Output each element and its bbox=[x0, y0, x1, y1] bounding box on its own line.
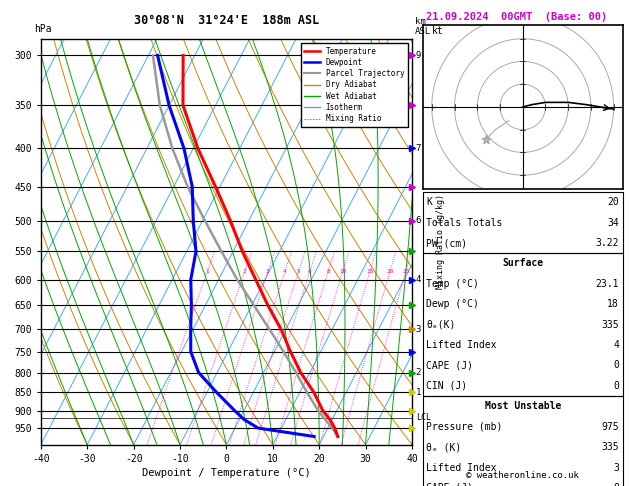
Text: 9: 9 bbox=[416, 51, 421, 60]
Text: 0: 0 bbox=[613, 381, 619, 391]
Text: 4: 4 bbox=[283, 269, 287, 274]
Text: 3: 3 bbox=[613, 463, 619, 472]
Text: 5: 5 bbox=[297, 269, 301, 274]
Text: 10: 10 bbox=[339, 269, 347, 274]
Text: θₑ (K): θₑ (K) bbox=[426, 442, 462, 452]
Text: Pressure (mb): Pressure (mb) bbox=[426, 422, 503, 432]
Text: © weatheronline.co.uk: © weatheronline.co.uk bbox=[466, 471, 579, 480]
Text: CIN (J): CIN (J) bbox=[426, 381, 467, 391]
Text: 4: 4 bbox=[416, 275, 421, 284]
Text: 30°08'N  31°24'E  188m ASL: 30°08'N 31°24'E 188m ASL bbox=[134, 14, 319, 27]
Text: 335: 335 bbox=[601, 320, 619, 330]
Text: 21.09.2024  00GMT  (Base: 00): 21.09.2024 00GMT (Base: 00) bbox=[426, 12, 607, 22]
Text: 0: 0 bbox=[613, 361, 619, 370]
Text: 3: 3 bbox=[266, 269, 270, 274]
Text: Lifted Index: Lifted Index bbox=[426, 340, 497, 350]
Legend: Temperature, Dewpoint, Parcel Trajectory, Dry Adiabat, Wet Adiabat, Isotherm, Mi: Temperature, Dewpoint, Parcel Trajectory… bbox=[301, 43, 408, 127]
Text: 2: 2 bbox=[243, 269, 247, 274]
Text: 3.22: 3.22 bbox=[596, 238, 619, 248]
Text: 15: 15 bbox=[366, 269, 374, 274]
Text: 34: 34 bbox=[607, 218, 619, 227]
X-axis label: Dewpoint / Temperature (°C): Dewpoint / Temperature (°C) bbox=[142, 468, 311, 478]
Text: Dewp (°C): Dewp (°C) bbox=[426, 299, 479, 309]
Text: θₑ(K): θₑ(K) bbox=[426, 320, 456, 330]
Text: 23.1: 23.1 bbox=[596, 279, 619, 289]
Text: 6: 6 bbox=[308, 269, 312, 274]
Text: km
ASL: km ASL bbox=[415, 17, 431, 36]
Text: Lifted Index: Lifted Index bbox=[426, 463, 497, 472]
Text: Totals Totals: Totals Totals bbox=[426, 218, 503, 227]
Text: 8: 8 bbox=[326, 269, 330, 274]
Text: 25: 25 bbox=[402, 269, 409, 274]
Text: PW (cm): PW (cm) bbox=[426, 238, 467, 248]
Text: 4: 4 bbox=[613, 340, 619, 350]
Text: 20: 20 bbox=[607, 197, 619, 207]
Text: CAPE (J): CAPE (J) bbox=[426, 361, 474, 370]
Text: 975: 975 bbox=[601, 422, 619, 432]
Text: LCL: LCL bbox=[416, 413, 431, 422]
Text: hPa: hPa bbox=[35, 24, 52, 34]
Text: K: K bbox=[426, 197, 432, 207]
Text: 0: 0 bbox=[613, 483, 619, 486]
Text: Surface: Surface bbox=[502, 259, 543, 268]
Text: 18: 18 bbox=[607, 299, 619, 309]
Text: Mixing Ratio (g/kg): Mixing Ratio (g/kg) bbox=[436, 194, 445, 289]
Text: 1: 1 bbox=[416, 388, 421, 397]
Text: Temp (°C): Temp (°C) bbox=[426, 279, 479, 289]
Text: 6: 6 bbox=[416, 216, 421, 225]
Text: kt: kt bbox=[431, 26, 443, 36]
Text: CAPE (J): CAPE (J) bbox=[426, 483, 474, 486]
Text: 20: 20 bbox=[386, 269, 394, 274]
Text: 1: 1 bbox=[206, 269, 209, 274]
Text: 2: 2 bbox=[416, 368, 421, 377]
Text: 7: 7 bbox=[416, 144, 421, 153]
Text: 3: 3 bbox=[416, 325, 421, 334]
Text: 335: 335 bbox=[601, 442, 619, 452]
Text: Most Unstable: Most Unstable bbox=[484, 401, 561, 411]
